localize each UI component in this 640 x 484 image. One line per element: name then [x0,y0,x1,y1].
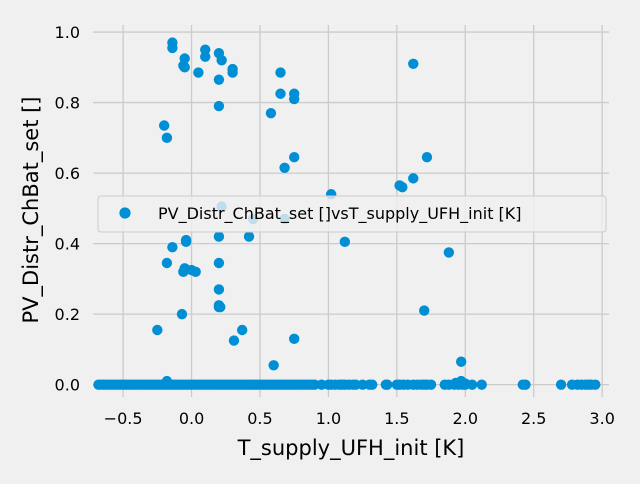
data-point [288,333,300,345]
data-point [216,55,227,66]
legend-box [97,195,607,233]
y-tick-label: 0.8 [55,94,80,113]
data-point [425,379,437,390]
data-point [236,324,248,336]
x-axis-title: T_supply_UFH_init [K] [237,436,465,461]
data-point [190,266,201,278]
data-point [590,379,601,390]
data-point [555,379,567,390]
data-point [178,266,189,278]
data-point [268,360,279,371]
y-axis-ticks: 0.0 0.2 0.4 0.6 0.8 1.0 [55,23,80,395]
data-point [421,152,433,163]
data-point [200,51,211,62]
data-point [213,231,225,242]
data-point [213,284,225,295]
y-tick-label: 0.0 [55,376,80,395]
data-point [152,324,163,336]
data-point [275,67,286,78]
data-point [419,305,430,316]
data-point [288,152,300,163]
data-point [382,379,393,390]
data-points [93,37,601,390]
y-tick-label: 0.6 [55,164,80,183]
x-tick-label: 1.5 [384,409,409,428]
data-point [158,120,170,131]
legend-marker [119,207,131,219]
x-tick-label: 1.0 [316,409,341,428]
x-tick-label: −0.5 [104,409,143,428]
data-point [179,62,190,73]
x-axis-ticks: −0.5 0.0 0.5 1.0 1.5 2.0 2.5 3.0 [104,409,615,428]
legend-label: PV_Distr_ChBat_set []vsT_supply_UFH_init… [158,204,522,224]
data-point [397,181,408,193]
data-point [408,58,419,69]
data-point [176,308,188,320]
data-point [227,67,238,78]
x-tick-label: 2.0 [453,409,478,428]
x-tick-label: 0.5 [247,409,272,428]
x-tick-label: 3.0 [589,409,614,428]
y-axis-title: PV_Distr_ChBat_set [] [19,97,44,324]
data-point [466,379,478,390]
data-point [455,356,467,367]
legend: PV_Distr_ChBat_set []vsT_supply_UFH_init… [97,195,607,233]
data-point [243,231,255,242]
data-point [408,173,419,184]
data-point [193,67,204,78]
y-tick-label: 0.4 [55,235,80,254]
y-tick-label: 0.2 [55,305,80,324]
data-point [167,42,178,54]
data-point [167,241,178,253]
data-point [161,257,173,269]
x-tick-label: 0.0 [179,409,204,428]
data-point [367,379,378,390]
data-point [520,379,531,390]
x-tick-label: 2.5 [521,409,546,428]
data-point [339,236,351,248]
data-point [288,93,300,105]
data-point [213,100,225,112]
data-point [161,132,173,144]
data-point [443,247,455,258]
data-point [215,301,226,313]
y-tick-label: 1.0 [55,23,80,42]
data-point [213,74,225,85]
data-point [279,162,290,174]
data-point [275,88,286,99]
data-point [228,335,240,346]
data-point [265,107,277,119]
data-point [476,379,487,390]
data-point [180,236,192,248]
data-point [213,257,225,269]
